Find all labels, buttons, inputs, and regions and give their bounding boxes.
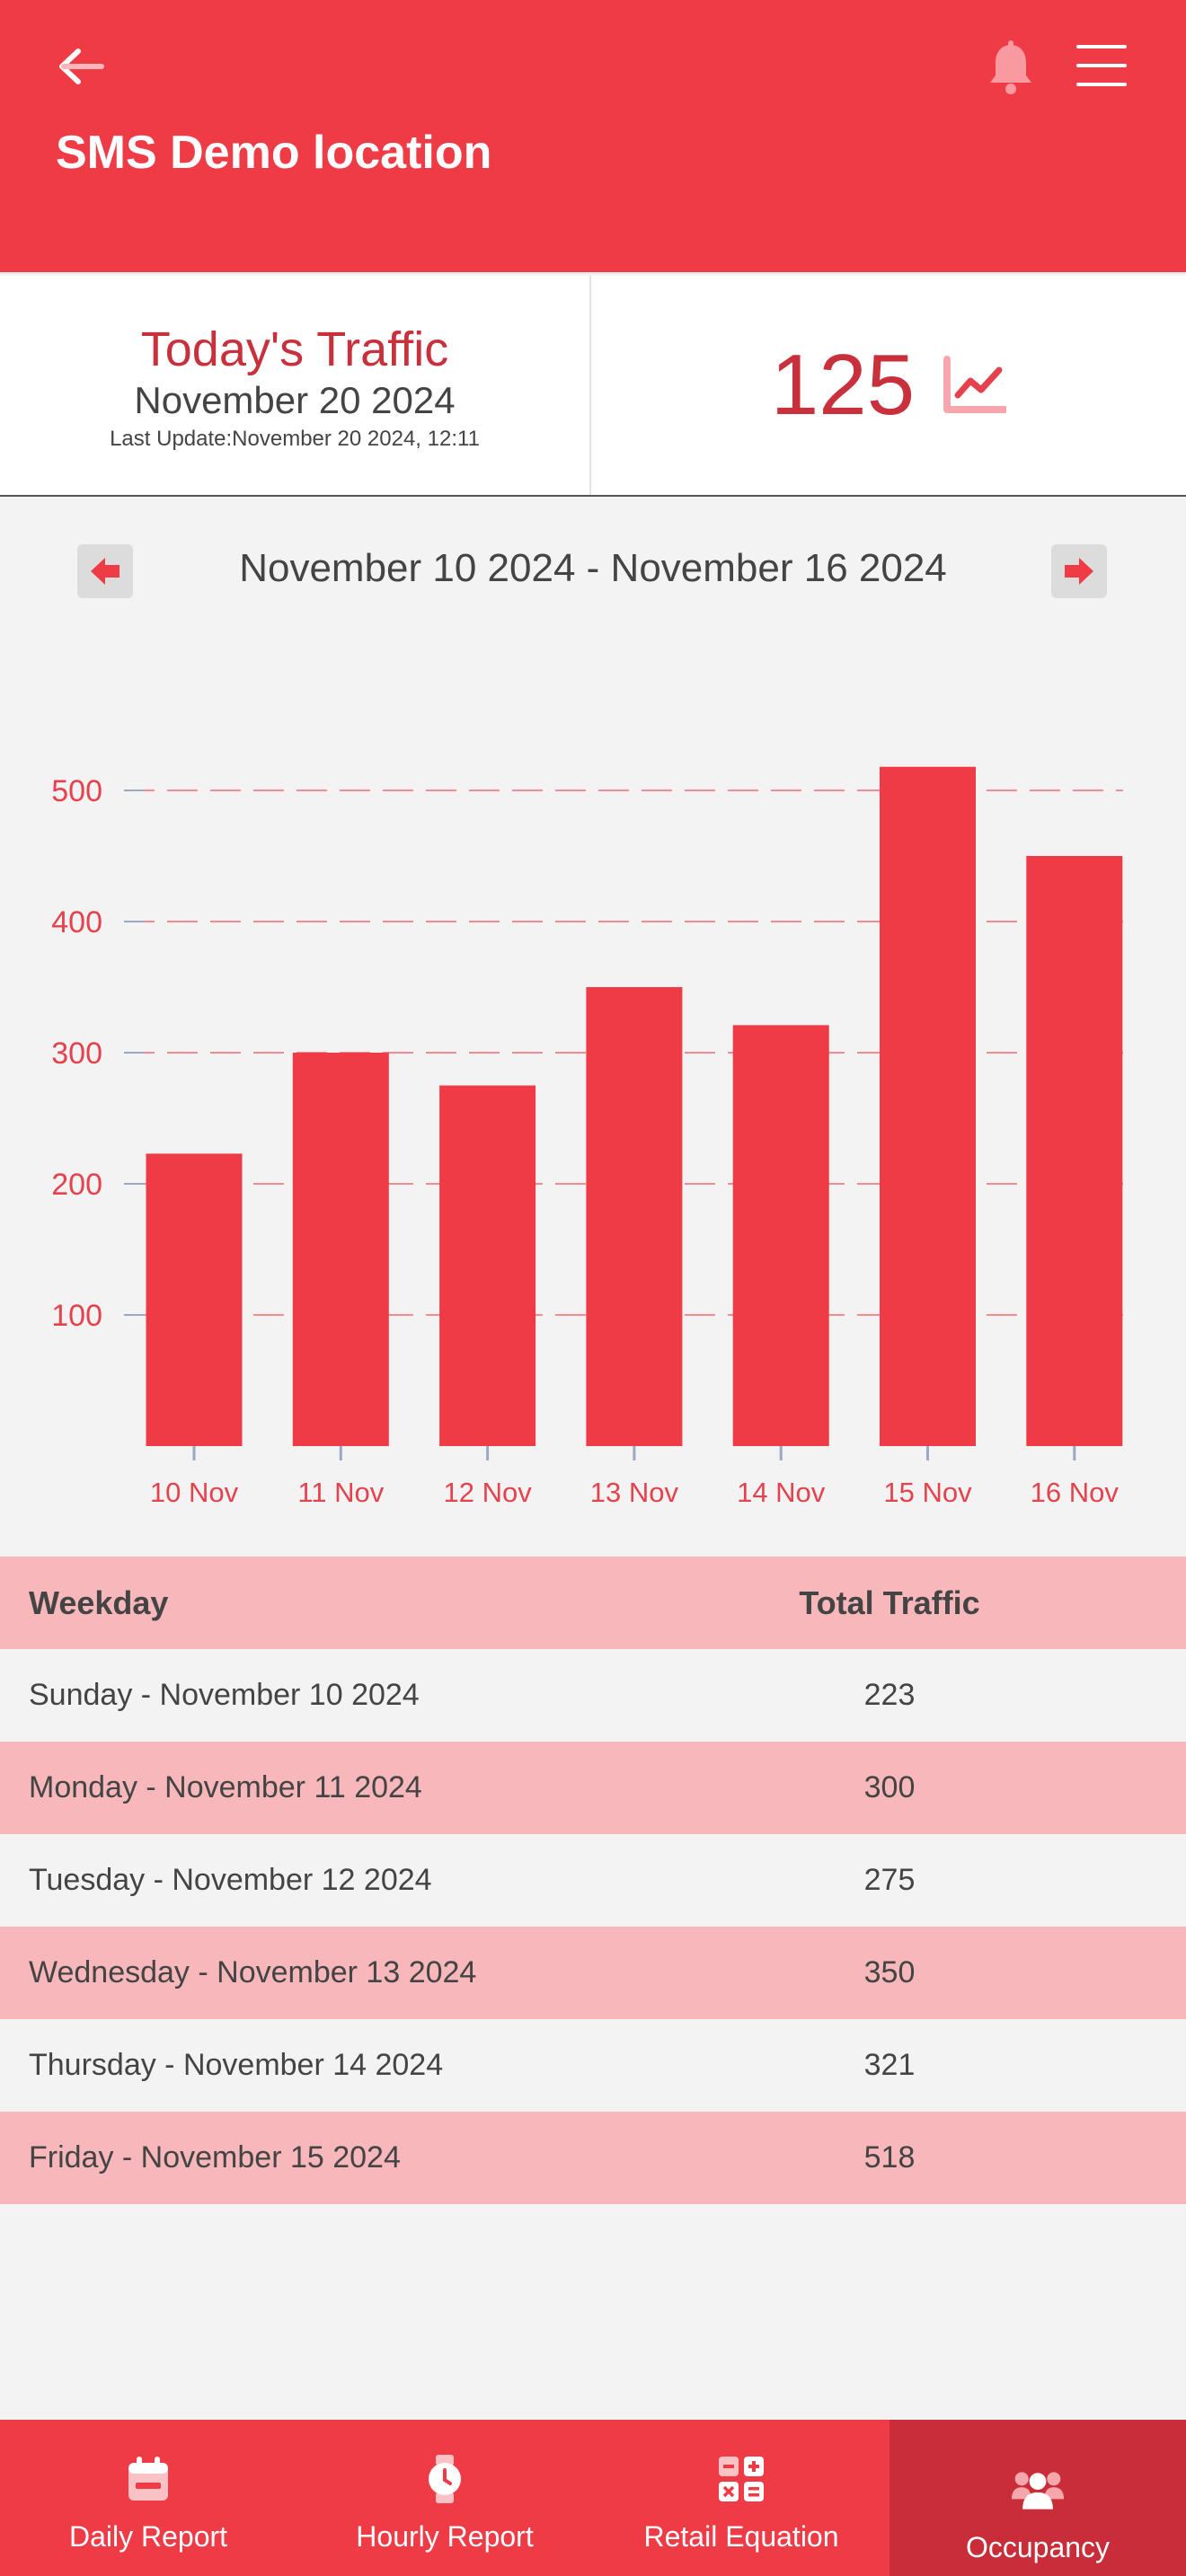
x-tick-label: 14 Nov [737, 1477, 826, 1508]
table-row: Tuesday - November 12 2024 275 [0, 1834, 1186, 1927]
today-traffic-date: November 20 2024 [134, 379, 456, 421]
y-tick-label: 200 [51, 1168, 102, 1202]
date-range-label: November 10 2024 - November 16 2024 [239, 546, 947, 590]
bar [1026, 856, 1123, 1446]
tab-label: Occupancy [965, 2531, 1111, 2563]
x-tick-label: 12 Nov [443, 1477, 532, 1508]
tab-hourly-report[interactable]: Hourly Report [296, 2420, 593, 2576]
weekday-cell: Wednesday - November 13 2024 [29, 1955, 477, 1989]
today-traffic-card: Today's Traffic November 20 2024 Last Up… [0, 276, 1186, 497]
menu-button[interactable] [1075, 41, 1128, 90]
page-title: SMS Demo location [56, 127, 492, 179]
total-traffic-cell: 300 [863, 1770, 916, 1804]
calculator-icon [714, 2452, 768, 2506]
app-header: SMS Demo location [0, 0, 1186, 274]
today-traffic-count: 125 [770, 337, 916, 433]
date-range-navigator: November 10 2024 - November 16 2024 [0, 539, 1186, 605]
weekday-cell: Tuesday - November 12 2024 [29, 1863, 432, 1897]
x-tick-label: 10 Nov [150, 1477, 239, 1508]
total-traffic-cell: 518 [863, 2140, 916, 2175]
weekly-traffic-table: Weekday Total Traffic Sunday - November … [0, 1557, 1186, 2204]
arrow-left-icon [91, 558, 119, 585]
y-tick-label: 500 [51, 774, 102, 808]
tab-daily-report[interactable]: Daily Report [0, 2420, 296, 2576]
bar [146, 1153, 243, 1446]
bar [880, 766, 976, 1446]
next-week-button[interactable] [1051, 544, 1107, 598]
bar [732, 1025, 829, 1446]
arrow-right-icon [1065, 558, 1093, 585]
table-row: Sunday - November 10 2024 223 [0, 1649, 1186, 1742]
total-traffic-cell: 321 [863, 2048, 916, 2082]
back-button[interactable] [49, 40, 111, 93]
x-tick-label: 15 Nov [883, 1477, 972, 1508]
arrow-left-icon [59, 49, 104, 84]
watch-icon [418, 2452, 472, 2506]
bar [439, 1085, 536, 1446]
y-tick-label: 100 [51, 1299, 102, 1333]
tab-label: Retail Equation [643, 2520, 839, 2553]
weekly-traffic-bar-chart: 100 200 300 400 500 10 Nov 11 Nov 12 Nov 13 Nov 1… [51, 766, 1123, 1508]
table-row: Monday - November 11 2024 300 [0, 1742, 1186, 1834]
total-traffic-column-header: Total Traffic [799, 1584, 980, 1621]
x-tick-label: 13 Nov [590, 1477, 679, 1508]
table-row: Friday - November 15 2024 518 [0, 2112, 1186, 2204]
users-icon [1011, 2463, 1065, 2517]
bar [586, 987, 683, 1446]
weekday-cell: Thursday - November 14 2024 [29, 2048, 444, 2082]
previous-week-button[interactable] [77, 544, 133, 598]
bell-icon [990, 40, 1031, 94]
total-traffic-cell: 223 [863, 1678, 916, 1712]
today-traffic-heading: Today's Traffic [140, 322, 449, 376]
calendar-icon [121, 2452, 175, 2506]
total-traffic-cell: 275 [863, 1863, 916, 1897]
weekday-cell: Friday - November 15 2024 [29, 2140, 401, 2175]
table-header-row: Weekday Total Traffic [0, 1557, 1186, 1649]
weekday-column-header: Weekday [29, 1584, 169, 1621]
tab-occupancy[interactable]: Occupancy [890, 2420, 1186, 2576]
y-tick-label: 300 [51, 1037, 102, 1071]
tab-retail-equation[interactable]: Retail Equation [593, 2420, 890, 2576]
hamburger-menu-icon [1076, 45, 1127, 86]
line-chart-icon [943, 356, 1007, 413]
tab-label: Hourly Report [356, 2520, 534, 2553]
last-update-text: Last Update:November 20 2024, 12:11 [110, 427, 480, 451]
today-traffic-count-panel: 125 [591, 276, 1186, 495]
total-traffic-cell: 350 [863, 1955, 916, 1989]
weekday-cell: Sunday - November 10 2024 [29, 1678, 420, 1712]
tab-label: Daily Report [68, 2520, 228, 2553]
table-row: Thursday - November 14 2024 321 [0, 2019, 1186, 2112]
y-tick-label: 400 [51, 905, 102, 940]
bottom-tab-bar: Daily Report Hourly Report [0, 2420, 1186, 2576]
table-row: Wednesday - November 13 2024 350 [0, 1927, 1186, 2019]
x-tick-label: 16 Nov [1031, 1477, 1120, 1508]
x-tick-label: 11 Nov [297, 1477, 384, 1508]
bar [292, 1053, 389, 1446]
today-traffic-info: Today's Traffic November 20 2024 Last Up… [0, 276, 591, 495]
notifications-button[interactable] [983, 40, 1039, 97]
weekday-cell: Monday - November 11 2024 [29, 1770, 422, 1804]
